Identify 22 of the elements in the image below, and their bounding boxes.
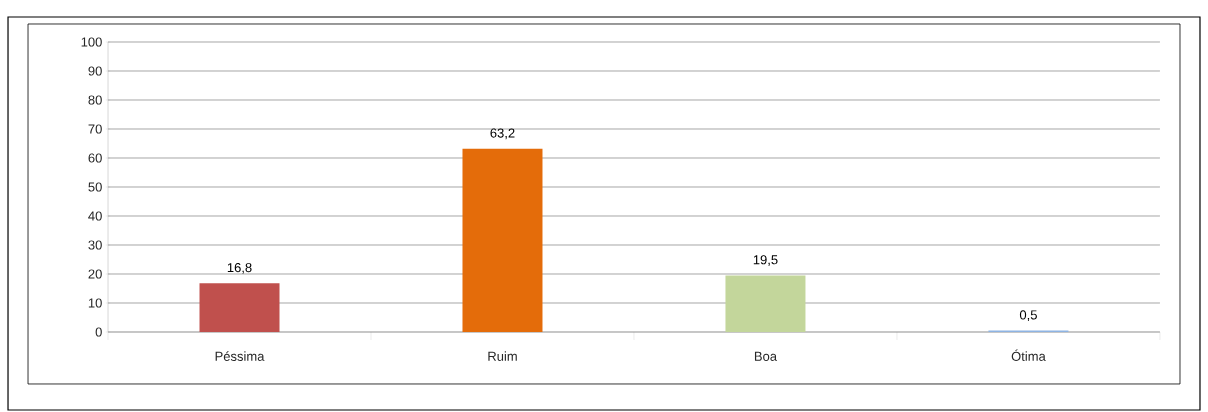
y-tick-label: 10 bbox=[88, 298, 102, 308]
data-label: 19,5 bbox=[753, 255, 778, 266]
bar bbox=[199, 283, 280, 332]
y-tick-label: 90 bbox=[88, 66, 102, 76]
bar bbox=[462, 148, 543, 332]
y-tick-label: 70 bbox=[88, 124, 102, 134]
data-label: 0,5 bbox=[1019, 310, 1037, 321]
x-tick-label: Péssima bbox=[215, 351, 265, 361]
y-tick-label: 0 bbox=[95, 327, 102, 337]
data-label: 16,8 bbox=[227, 262, 252, 274]
y-tick-label: 20 bbox=[88, 269, 102, 279]
y-tick-label: 40 bbox=[88, 211, 102, 221]
y-tick-label: 50 bbox=[88, 182, 102, 192]
y-tick-label: 80 bbox=[88, 95, 102, 105]
y-tick-label: 100 bbox=[81, 37, 102, 47]
y-tick-label: 30 bbox=[88, 240, 102, 250]
bar bbox=[725, 275, 806, 332]
x-tick-label: Ótima bbox=[1011, 349, 1046, 361]
x-tick-label: Ruim bbox=[488, 351, 517, 361]
data-label: 63,2 bbox=[490, 128, 515, 140]
x-tick-label: Boa bbox=[754, 351, 778, 361]
y-tick-label: 60 bbox=[88, 153, 102, 163]
